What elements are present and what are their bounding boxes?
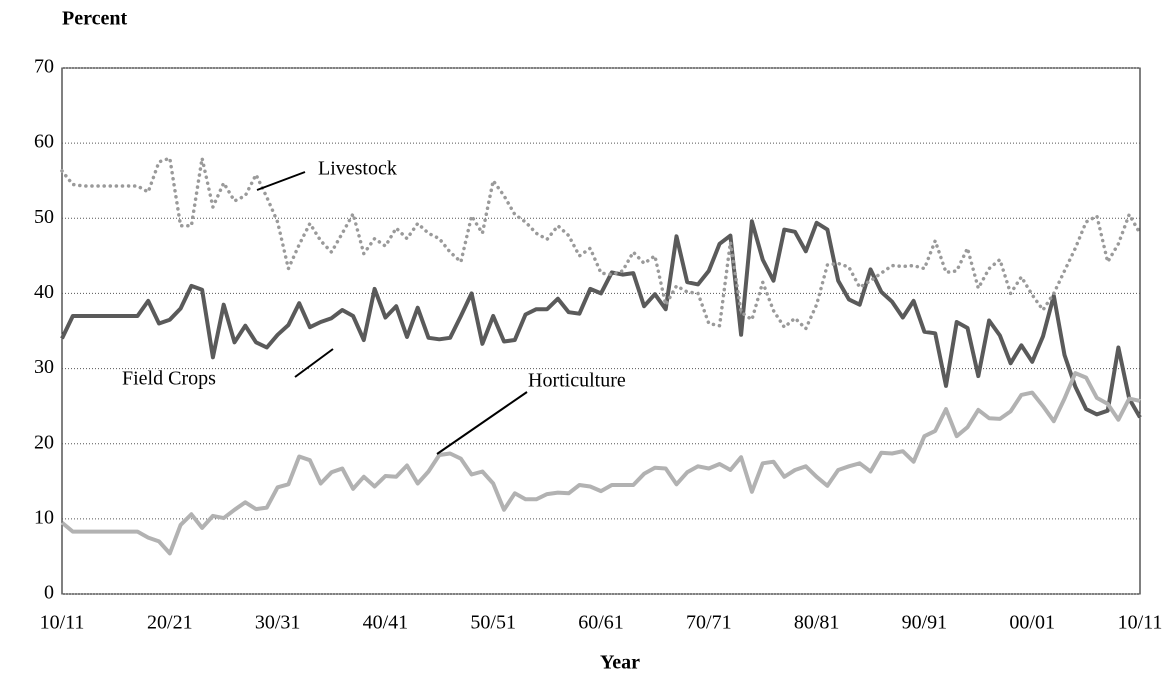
x-tick-label: 60/61 (578, 612, 624, 634)
y-tick-label: 40 (34, 281, 54, 303)
y-tick-label: 30 (34, 356, 54, 378)
x-tick-label: 20/21 (147, 612, 193, 634)
y-tick-label: 60 (34, 131, 54, 153)
x-tick-label: 30/31 (255, 612, 301, 634)
callout-line (256, 171, 306, 191)
x-tick-label: 50/51 (470, 612, 516, 634)
x-tick-label: 90/91 (902, 612, 948, 634)
series-label: Field Crops (122, 368, 216, 390)
x-tick-label: 80/81 (794, 612, 840, 634)
series-label: Livestock (318, 158, 397, 180)
x-tick-label: 10/11 (1118, 612, 1163, 634)
x-tick-label: 00/01 (1009, 612, 1055, 634)
callout-line (294, 348, 334, 378)
series-line (60, 156, 1142, 331)
y-tick-label: 50 (34, 206, 54, 228)
x-tick-label: 10/11 (40, 612, 85, 634)
series-line (60, 219, 1142, 419)
y-tick-label: 10 (34, 506, 54, 528)
callout-line (436, 391, 528, 455)
x-tick-label: 70/71 (686, 612, 732, 634)
y-tick-label: 0 (44, 582, 54, 604)
x-axis-title: Year (600, 652, 640, 674)
x-tick-label: 40/41 (363, 612, 409, 634)
series-label: Horticulture (528, 370, 626, 392)
y-tick-label: 70 (34, 56, 54, 78)
series-line (60, 371, 1141, 556)
plot-frame (61, 67, 1141, 595)
y-tick-label: 20 (34, 431, 54, 453)
y-axis-title: Percent (62, 8, 127, 30)
